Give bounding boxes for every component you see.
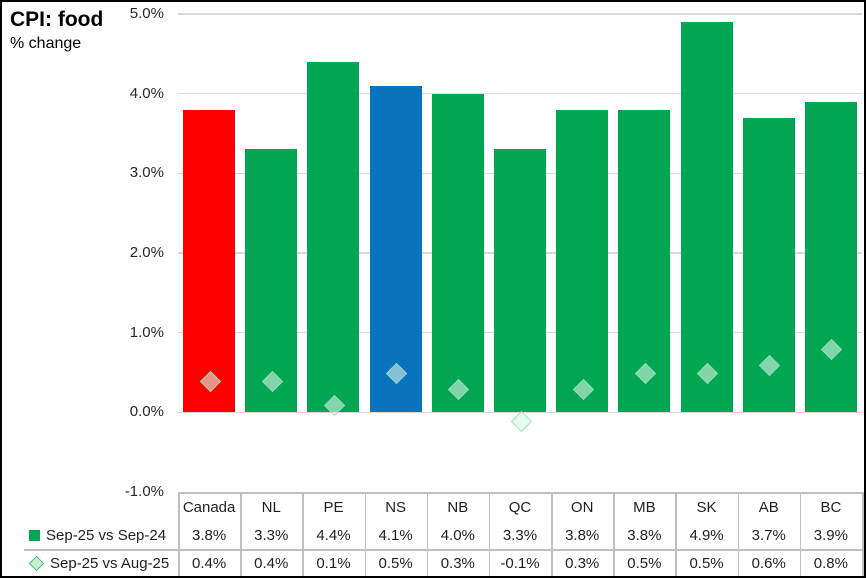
chart-title: CPI: food: [10, 8, 104, 31]
legend-square-icon: [29, 529, 40, 541]
table-border-vertical: [178, 492, 180, 576]
table-header-cell: Canada: [182, 498, 236, 516]
table-header-cell: NB: [447, 498, 469, 516]
table-value-cell: 3.3%: [502, 526, 538, 544]
bar-nl: [245, 149, 298, 413]
table-value-cell: -0.1%: [500, 555, 540, 573]
bar-sk: [680, 21, 733, 413]
table-value-cell: 3.9%: [813, 526, 848, 544]
table-header-cell: ON: [570, 498, 594, 516]
table-value-cell: 0.5%: [627, 555, 662, 573]
bar-bc: [804, 101, 857, 413]
table-value-cell: 3.3%: [254, 526, 289, 544]
table-value-cell: 4.0%: [440, 526, 475, 544]
marker-qc: [510, 410, 532, 432]
table-border-row-separator: [24, 549, 862, 551]
table-border-vertical: [302, 492, 304, 576]
table-value-cell: 0.5%: [689, 555, 724, 573]
table-value-cell: 0.4%: [191, 555, 227, 573]
legend-key-bars: Sep-25 vs Sep-24: [29, 521, 166, 550]
legend-label: Sep-25 vs Aug-25: [50, 555, 170, 573]
table-value-cell: 3.8%: [191, 526, 227, 544]
table-border-vertical: [737, 492, 740, 576]
table-border-vertical: [551, 492, 553, 576]
legend-diamond-icon: [28, 555, 45, 572]
table-value-cell: 4.9%: [689, 526, 724, 544]
table-header-cell: NS: [385, 498, 407, 516]
bar-pe: [307, 61, 360, 413]
y-axis-tick-label: 2.0%: [129, 243, 164, 261]
table-value-cell: 4.4%: [316, 526, 351, 544]
table-border-vertical: [364, 492, 367, 576]
table-value-cell: 3.7%: [751, 526, 786, 544]
y-axis-tick-label: 5.0%: [129, 4, 164, 22]
table-border-vertical: [799, 492, 802, 576]
bar-nb: [431, 93, 484, 413]
table-border-vertical: [675, 492, 677, 576]
legend-label: Sep-25 vs Sep-24: [46, 526, 167, 544]
bar-on: [556, 109, 609, 413]
table-header-cell: SK: [696, 498, 717, 516]
chart-subtitle: % change: [10, 35, 82, 52]
table-value-cell: 0.4%: [254, 555, 289, 573]
bar-qc: [494, 149, 546, 413]
bar-ns: [369, 85, 422, 413]
table-value-cell: 0.3%: [565, 555, 600, 573]
table-header-cell: BC: [820, 498, 842, 516]
bar-mb: [618, 109, 671, 413]
legend-key-markers: Sep-25 vs Aug-25: [28, 549, 170, 576]
table-value-cell: 4.1%: [378, 526, 413, 544]
table-header-cell: QC: [508, 498, 532, 516]
table-border-vertical: [613, 492, 615, 576]
table-border-top: [178, 492, 862, 494]
table-border-vertical: [488, 492, 491, 576]
table-header-cell: MB: [633, 498, 656, 516]
bar-canada: [183, 109, 236, 413]
table-border-vertical: [862, 492, 864, 576]
y-axis-tick-label: 3.0%: [129, 164, 164, 182]
table-value-cell: 3.8%: [565, 526, 600, 544]
gridline: [178, 92, 862, 95]
table-value-cell: 0.8%: [813, 555, 848, 573]
y-axis-tick-label: 0.0%: [129, 403, 164, 421]
table-value-cell: 3.8%: [627, 526, 662, 544]
table-value-cell: 0.3%: [440, 555, 475, 573]
y-axis-tick-label: 4.0%: [129, 84, 164, 102]
table-header-cell: NL: [261, 498, 281, 516]
table-value-cell: 0.6%: [751, 555, 786, 573]
table-border-vertical: [240, 492, 242, 576]
table-border-vertical: [426, 492, 429, 576]
y-axis-tick-label: -1.0%: [124, 482, 164, 500]
table-value-cell: 0.1%: [316, 555, 351, 573]
y-axis-tick-label: 1.0%: [129, 323, 164, 341]
table-header-cell: AB: [758, 498, 779, 516]
table-header-cell: PE: [323, 498, 344, 516]
table-value-cell: 0.5%: [378, 555, 413, 573]
gridline: [178, 13, 862, 15]
